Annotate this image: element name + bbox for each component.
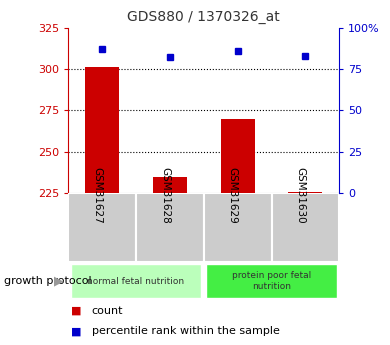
Bar [206,264,337,298]
Bar [71,264,201,298]
Bar [271,193,339,262]
Text: ▶: ▶ [54,275,63,288]
Bar [136,193,204,262]
Bar [153,177,187,193]
Text: count: count [92,306,123,315]
Text: protein poor fetal
nutrition: protein poor fetal nutrition [232,272,311,291]
Bar [221,119,255,193]
Text: ■: ■ [71,326,81,336]
Text: GSM31627: GSM31627 [92,167,102,224]
Text: GSM31630: GSM31630 [295,167,305,224]
Text: normal fetal nutrition: normal fetal nutrition [87,277,184,286]
Text: ■: ■ [71,306,81,315]
Text: GSM31628: GSM31628 [160,167,170,224]
Text: percentile rank within the sample: percentile rank within the sample [92,326,280,336]
Bar [85,67,119,193]
Bar [289,191,323,193]
Bar [68,193,136,262]
Title: GDS880 / 1370326_at: GDS880 / 1370326_at [128,10,280,24]
Text: growth protocol: growth protocol [4,276,92,286]
Bar [204,193,271,262]
Text: GSM31629: GSM31629 [228,167,238,224]
